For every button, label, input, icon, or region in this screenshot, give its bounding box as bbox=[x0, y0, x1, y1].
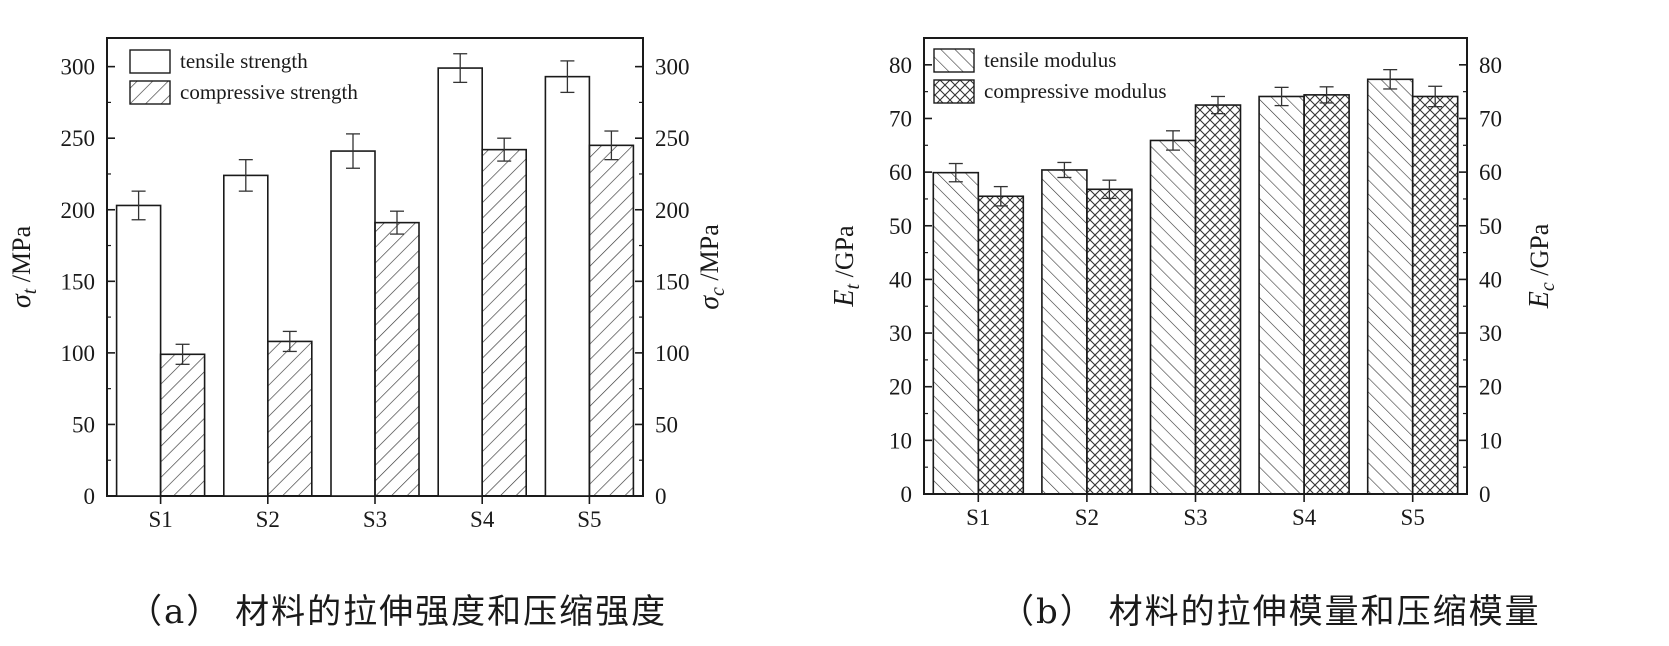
y-tick-label-left: 80 bbox=[889, 53, 912, 78]
y-tick-label-right: 60 bbox=[1479, 160, 1502, 185]
bar bbox=[1366, 78, 1414, 495]
caption-a: （a） 材料的拉伸强度和压缩强度 bbox=[128, 592, 667, 632]
y-tick-label-left: 40 bbox=[889, 267, 912, 292]
x-tick-label: S1 bbox=[966, 505, 990, 530]
caption-b: （b） 材料的拉伸模量和压缩模量 bbox=[1000, 592, 1541, 632]
y-tick-label-left: 200 bbox=[61, 198, 96, 223]
y-tick-label-left: 50 bbox=[72, 412, 95, 437]
y-tick-label-left: 20 bbox=[889, 375, 912, 400]
y-axis-label-left: σt /MPa bbox=[6, 225, 41, 308]
y-tick-label-right: 40 bbox=[1479, 267, 1502, 292]
legend-swatch bbox=[933, 48, 975, 73]
y-tick-label-right: 70 bbox=[1479, 106, 1502, 131]
y-tick-label-left: 60 bbox=[889, 160, 912, 185]
legend-label: compressive modulus bbox=[984, 79, 1167, 103]
legend-label: tensile modulus bbox=[984, 48, 1116, 72]
legend-swatch bbox=[129, 80, 171, 105]
bar bbox=[159, 353, 206, 497]
x-tick-label: S4 bbox=[1292, 505, 1317, 530]
bar bbox=[266, 340, 313, 497]
x-tick-label: S2 bbox=[256, 507, 280, 532]
bar bbox=[1258, 95, 1305, 495]
y-tick-label-right: 200 bbox=[655, 198, 690, 223]
y-tick-label-left: 0 bbox=[901, 482, 913, 507]
y-tick-label-left: 250 bbox=[61, 126, 96, 151]
y-tick-label-left: 100 bbox=[61, 341, 96, 366]
bar bbox=[437, 67, 484, 497]
y-tick-label-right: 100 bbox=[655, 341, 690, 366]
y-tick-label-right: 50 bbox=[1479, 214, 1502, 239]
bar bbox=[374, 221, 420, 497]
x-tick-label: S2 bbox=[1075, 505, 1099, 530]
x-tick-label: S4 bbox=[470, 507, 495, 532]
y-tick-label-right: 30 bbox=[1479, 321, 1502, 346]
y-tick-label-left: 300 bbox=[61, 55, 96, 80]
y-tick-label-right: 0 bbox=[655, 484, 667, 509]
y-tick-label-left: 30 bbox=[889, 321, 912, 346]
y-tick-label-left: 150 bbox=[61, 269, 96, 294]
y-tick-label-right: 10 bbox=[1479, 428, 1502, 453]
bar bbox=[223, 174, 269, 497]
chart-b-modulus: 0 0 10 10 20 20 30 30 40 40 50 50 60 60 70 70 80 80 S1 S2 S3… bbox=[829, 37, 1559, 530]
x-tick-label: S3 bbox=[1183, 505, 1207, 530]
y-tick-label-left: 70 bbox=[889, 106, 912, 131]
legend-label: compressive strength bbox=[180, 80, 358, 104]
bar bbox=[1194, 104, 1242, 495]
y-tick-label-left: 10 bbox=[889, 428, 912, 453]
bar bbox=[977, 195, 1025, 495]
bar bbox=[932, 171, 980, 495]
y-tick-label-right: 50 bbox=[655, 412, 678, 437]
bar bbox=[481, 148, 528, 497]
bar bbox=[115, 204, 162, 497]
y-tick-label-right: 250 bbox=[655, 126, 690, 151]
bar bbox=[330, 150, 376, 497]
y-tick-label-right: 0 bbox=[1479, 482, 1491, 507]
bar bbox=[588, 144, 635, 497]
chart-a-strength: 0 0 50 50 100 100 150 150 200 200 250 250 300 300 S1 S2… bbox=[6, 37, 729, 532]
bar bbox=[1041, 169, 1088, 495]
y-axis-label-right: σc /MPa bbox=[694, 224, 729, 310]
x-tick-label: S1 bbox=[148, 507, 172, 532]
x-tick-label: S3 bbox=[363, 507, 387, 532]
y-tick-label-right: 20 bbox=[1479, 375, 1502, 400]
y-axis-label-right: Ec /GPa bbox=[1524, 223, 1559, 309]
x-tick-label: S5 bbox=[577, 507, 601, 532]
y-axis-label-left: Et /GPa bbox=[829, 225, 864, 308]
x-tick-label: S5 bbox=[1401, 505, 1425, 530]
bar bbox=[1303, 94, 1350, 495]
y-tick-label-right: 150 bbox=[655, 269, 690, 294]
legend-swatch bbox=[129, 49, 171, 74]
bar bbox=[544, 75, 591, 497]
bar bbox=[1411, 95, 1459, 495]
y-tick-label-left: 50 bbox=[889, 214, 912, 239]
legend-swatch bbox=[933, 79, 975, 104]
y-tick-label-left: 0 bbox=[84, 484, 96, 509]
y-tick-label-right: 300 bbox=[655, 55, 690, 80]
y-tick-label-right: 80 bbox=[1479, 53, 1502, 78]
bar bbox=[1086, 188, 1133, 495]
bar bbox=[1149, 139, 1197, 495]
legend-label: tensile strength bbox=[180, 49, 308, 73]
